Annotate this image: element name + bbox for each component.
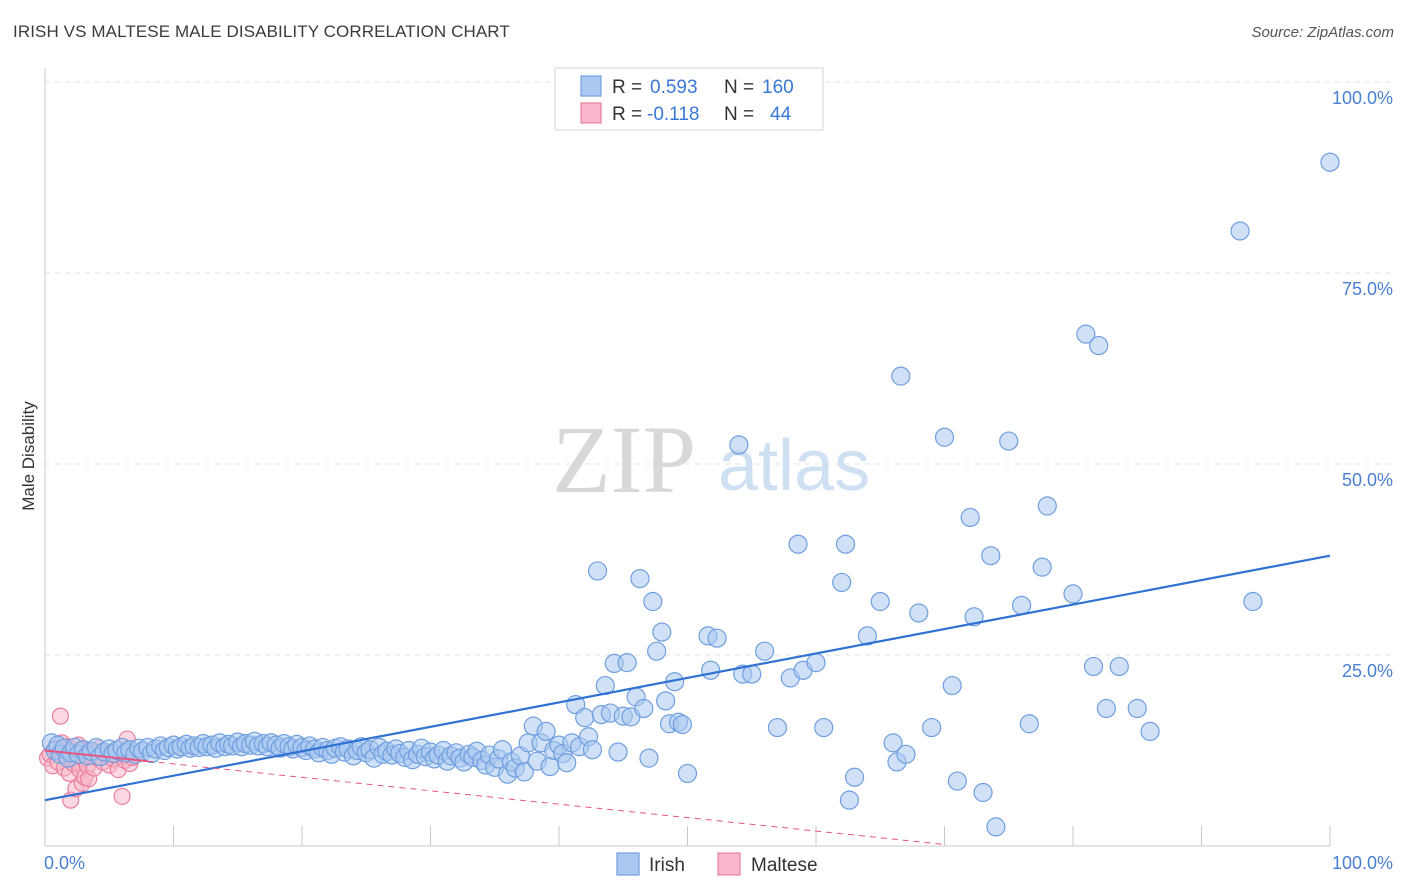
data-point-irish (639, 748, 659, 768)
data-point-irish (701, 660, 721, 680)
legend-swatch-maltese (580, 102, 602, 124)
data-point-irish (835, 534, 856, 554)
data-point-irish (973, 782, 993, 803)
grid-lines (45, 81, 1392, 656)
y-tick-label: 75.0% (1342, 279, 1393, 299)
data-point-irish (960, 507, 980, 528)
bottom-legend: Irish Maltese (616, 852, 818, 876)
data-point-irish (608, 742, 628, 762)
data-point-irish (964, 607, 984, 627)
trend-lines (44, 554, 1331, 845)
data-point-irish (1140, 721, 1160, 742)
data-point-irish (934, 427, 955, 447)
data-point-maltese (51, 707, 70, 725)
data-point-irish (947, 771, 967, 791)
data-point-irish (981, 546, 1001, 566)
data-point-irish (514, 762, 534, 782)
data-point-irish (656, 691, 676, 711)
data-point-irish (1127, 698, 1147, 719)
data-point-irish (707, 628, 727, 648)
data-point-irish (999, 431, 1019, 451)
data-point-irish (587, 561, 608, 581)
data-point-irish (870, 591, 890, 612)
data-point-irish (883, 733, 903, 753)
data-point-irish (536, 721, 556, 742)
data-point-irish (1230, 221, 1250, 241)
legend-r-label-irish: R = (612, 77, 642, 98)
data-point-irish (844, 767, 865, 787)
chart-title: IRISH VS MALTESE MALE DISABILITY CORRELA… (13, 22, 510, 41)
data-point-irish (1076, 324, 1096, 344)
x-tick-label-min: 0.0% (44, 853, 85, 873)
data-point-irish (806, 653, 826, 673)
legend-r-label-maltese: R = (612, 104, 642, 125)
data-point-irish (832, 572, 852, 593)
trend-line-maltese (44, 749, 148, 763)
data-point-irish (557, 753, 577, 773)
source-label: Source: ZipAtlas.com (1251, 24, 1394, 41)
data-point-irish (754, 641, 775, 661)
data-point-irish (634, 698, 654, 719)
data-point-irish (1089, 335, 1109, 356)
data-point-irish (909, 603, 929, 623)
y-axis-title: Male Disability (19, 401, 38, 511)
data-point-irish (767, 717, 788, 738)
data-point-irish (652, 622, 672, 642)
data-point-irish (1037, 496, 1057, 516)
data-point-irish (1320, 152, 1340, 172)
data-point-irish (630, 568, 650, 589)
legend-n-value-maltese: 44 (770, 104, 792, 125)
data-point-irish (942, 675, 962, 696)
data-point-irish (729, 435, 749, 455)
y-tick-label: 50.0% (1342, 470, 1393, 490)
y-tick-label: 25.0% (1342, 661, 1393, 681)
bottom-legend-swatch-irish (616, 852, 640, 876)
data-point-maltese (113, 787, 131, 805)
legend-n-label-maltese: N = (724, 104, 754, 125)
data-point-irish (857, 626, 878, 646)
trend-line-maltese-extension (147, 760, 945, 845)
data-point-irish (575, 708, 595, 728)
data-point-irish (1032, 557, 1052, 577)
data-point-irish (582, 740, 603, 760)
tick-labels: 25.0% 50.0% 75.0% 100.0% 0.0% 100.0% (44, 88, 1393, 873)
bottom-legend-swatch-maltese (717, 852, 741, 876)
data-point-irish (1083, 656, 1104, 677)
data-point-irish (788, 534, 808, 554)
y-tick-label: 100.0% (1332, 88, 1393, 108)
legend-box: R = 0.593 N = 160 R = -0.118 N = 44 (554, 67, 824, 131)
data-point-irish (896, 744, 916, 764)
legend-n-label-irish: N = (724, 77, 754, 98)
data-point-irish (1243, 591, 1263, 612)
data-point-irish (647, 641, 667, 661)
data-point-irish (677, 763, 698, 784)
data-point-irish (672, 714, 692, 735)
x-tick-label-max: 100.0% (1332, 853, 1393, 873)
data-point-irish (839, 790, 860, 810)
irish-points (41, 152, 1340, 837)
legend-r-value-irish: 0.593 (650, 77, 698, 98)
data-point-irish (1109, 656, 1129, 677)
data-point-irish (891, 366, 911, 386)
legend-swatch-irish (580, 75, 602, 97)
data-point-irish (643, 591, 663, 612)
legend-n-value-irish: 160 (762, 77, 794, 98)
bottom-legend-label-maltese: Maltese (751, 855, 818, 876)
data-point-irish (814, 717, 834, 738)
data-point-irish (617, 653, 637, 673)
data-point-irish (1011, 595, 1032, 615)
watermark-zip: ZIP (552, 406, 696, 513)
legend-r-value-maltese: -0.118 (647, 104, 699, 125)
data-point-irish (1063, 584, 1083, 604)
trend-line-irish (44, 554, 1331, 802)
data-point-irish (1019, 714, 1039, 734)
bottom-legend-label-irish: Irish (649, 855, 685, 876)
data-point-irish (1096, 698, 1117, 719)
data-point-irish (986, 817, 1006, 837)
data-point-irish (922, 717, 942, 738)
axes (44, 68, 1331, 847)
